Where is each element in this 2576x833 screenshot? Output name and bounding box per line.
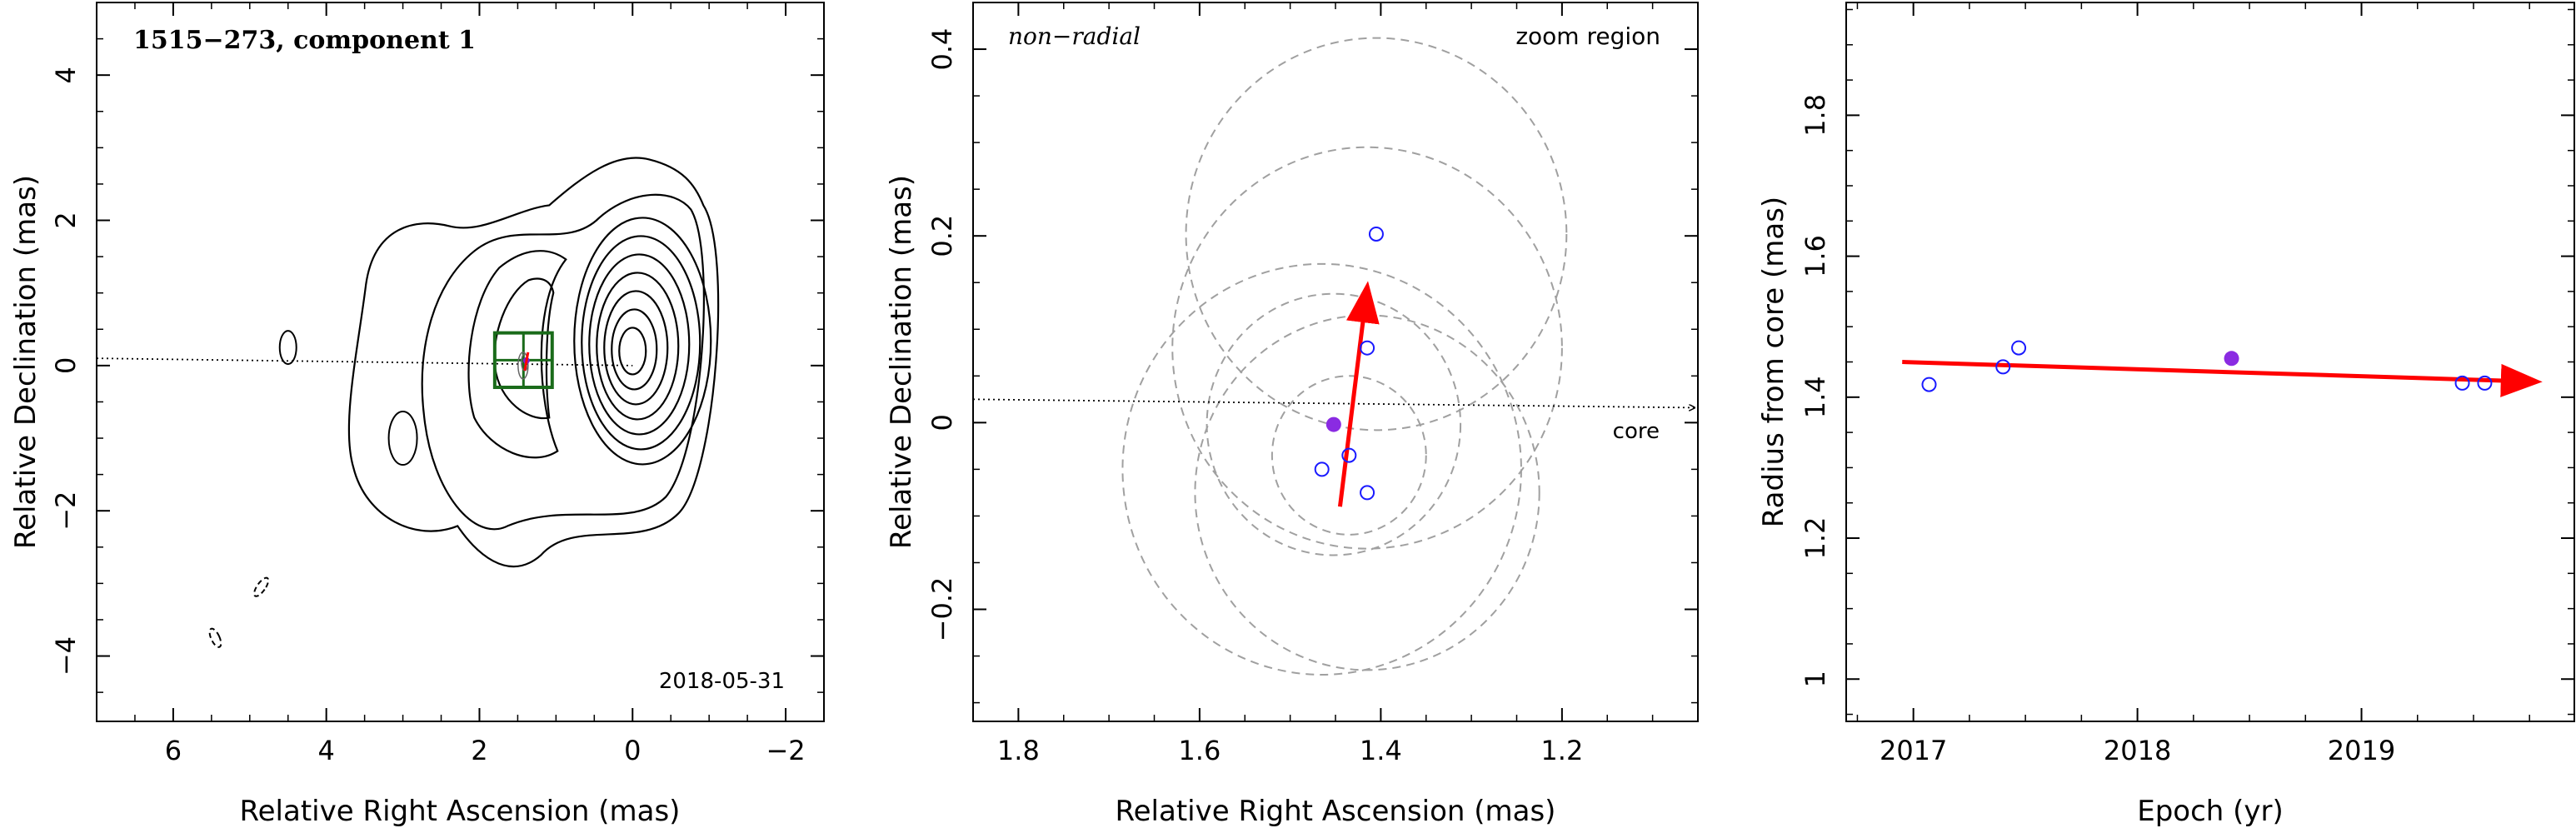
zoom-region-label: zoom region [1515,22,1660,50]
contour-line [253,576,270,597]
contour-line [611,308,658,391]
y-tick-label: 1.6 [1800,235,1831,277]
y-tick-label: 4 [50,67,82,83]
core-label: core [1613,419,1660,444]
y-tick-label: 0 [926,414,958,431]
y-tick-label: 1.8 [1800,94,1831,137]
y-tick-label: 2 [50,212,82,228]
open-point [1921,377,1937,392]
x-axis-label: Relative Right Ascension (mas) [1116,795,1556,828]
contour-line [421,193,705,531]
velocity-arrow [1337,281,1380,507]
y-tick-label: −4 [50,636,82,676]
filled-point [2224,351,2239,367]
y-axis-label: Relative Declination (mas) [885,175,918,549]
open-point [1341,447,1357,463]
open-point [1360,340,1375,356]
component-circle [1271,375,1427,536]
core-direction-arrow [973,398,1695,407]
open-point [1368,226,1384,242]
open-point [1995,359,2011,375]
map-title: 1515−273, component 1 [133,26,476,55]
x-tick-label: 2 [471,735,487,766]
x-tick-label: 6 [165,735,182,766]
nonradial-label: non−radial [1008,22,1141,50]
x-tick-label: 4 [318,735,335,766]
contour-line [387,411,418,466]
component-circle [1185,37,1568,431]
component-circles [1121,37,1568,676]
open-point [2454,375,2470,391]
x-tick-label: 2019 [2328,735,2395,766]
plot-frame [96,2,825,722]
x-axis-label: Relative Right Ascension (mas) [240,795,681,828]
zoom-panel: 1.8 1.6 1.4 1.2 −0.2 0 0.2 0.4 non−radial zoom … [885,2,1699,828]
y-tick-label: −2 [50,491,82,531]
x-tick-label: 1.8 [997,735,1040,766]
x-tick-label: 1.2 [1540,735,1583,766]
contour-line [573,217,712,466]
component-circle [1194,314,1540,671]
component-circle [1206,292,1462,556]
contour-line [588,253,691,436]
contour-line [618,327,647,376]
contour-line [581,235,701,451]
epoch-date: 2018-05-31 [659,669,785,694]
y-tick-label: 1 [1800,671,1831,687]
contour-line [347,157,720,568]
y-axis-label: Relative Declination (mas) [9,175,42,549]
open-point [2477,375,2493,391]
filled-point [1325,416,1341,432]
y-tick-label: 1.4 [1800,376,1831,418]
component-velocity-arrow [523,352,530,372]
contour-line [493,277,555,420]
x-tick-label: 1.6 [1178,735,1221,766]
open-point [2011,340,2027,356]
contour-map [208,157,720,648]
y-tick-label: 0.4 [926,28,958,71]
contour-line [596,272,680,421]
x-tick-label: 2017 [1880,735,1947,766]
radius-panel: 2017 2018 2019 1 1.2 1.4 1.6 1.8 Epoch (yr) Rad… [1757,2,2575,828]
x-tick-label: 2018 [2104,735,2171,766]
y-tick-label: 0.2 [926,215,958,257]
component-circle [1121,262,1522,676]
x-tick-label: 1.4 [1360,735,1402,766]
open-point [1360,485,1375,501]
y-tick-label: 1.2 [1800,517,1831,560]
y-tick-label: −0.2 [926,577,958,642]
open-point [1314,461,1330,477]
x-tick-label: −2 [766,735,805,766]
contour-line [603,290,669,406]
contour-line [467,250,567,459]
y-tick-label: 0 [50,357,82,374]
contour-line [278,330,297,366]
plot-frame [972,2,1699,722]
vlbi-map-panel: 6 4 2 0 −2 −4 −2 0 2 4 1515−273, component 1 2018… [9,2,825,828]
y-axis-label: Radius from core (mas) [1757,197,1790,527]
fit-arrow [1902,360,2543,397]
contour-line [208,627,222,648]
x-axis-label: Epoch (yr) [2137,795,2284,828]
x-tick-label: 0 [624,735,641,766]
